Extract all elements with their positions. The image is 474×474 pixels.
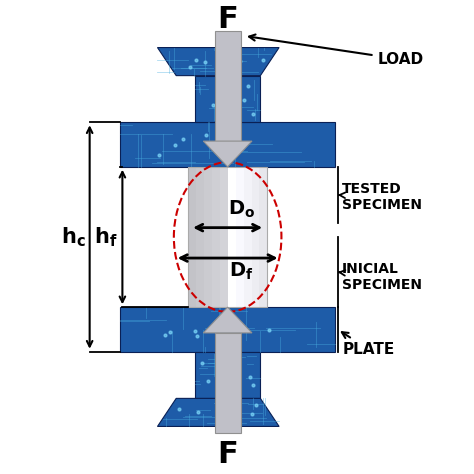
Bar	[188, 167, 267, 307]
Polygon shape	[157, 398, 279, 427]
Text: INICIAL
SPECIMEN: INICIAL SPECIMEN	[339, 262, 422, 292]
Bar	[219, 167, 228, 307]
Text: $\mathbf{D_o}$: $\mathbf{D_o}$	[228, 199, 255, 219]
Text: PLATE: PLATE	[342, 332, 394, 357]
Bar	[236, 167, 244, 307]
Polygon shape	[203, 307, 252, 333]
Bar	[212, 167, 219, 307]
Bar	[215, 333, 241, 433]
Bar	[228, 167, 236, 307]
Bar	[252, 167, 259, 307]
Bar	[196, 167, 204, 307]
Text: F: F	[217, 5, 238, 34]
Bar	[259, 167, 267, 307]
Text: $\mathbf{D_f}$: $\mathbf{D_f}$	[229, 260, 254, 282]
Bar	[204, 167, 212, 307]
Bar	[188, 167, 196, 307]
Text: LOAD: LOAD	[249, 35, 423, 67]
Bar	[215, 31, 241, 141]
Text: $\mathbf{h_f}$: $\mathbf{h_f}$	[94, 225, 118, 249]
Polygon shape	[203, 141, 252, 167]
Bar	[244, 167, 252, 307]
Bar	[195, 76, 260, 122]
Text: F: F	[217, 440, 238, 469]
Bar	[120, 307, 335, 352]
Bar	[120, 122, 335, 167]
Text: TESTED
SPECIMEN: TESTED SPECIMEN	[339, 182, 422, 212]
Text: $\mathbf{h_c}$: $\mathbf{h_c}$	[61, 225, 86, 249]
Bar	[195, 352, 260, 398]
Polygon shape	[157, 47, 279, 76]
